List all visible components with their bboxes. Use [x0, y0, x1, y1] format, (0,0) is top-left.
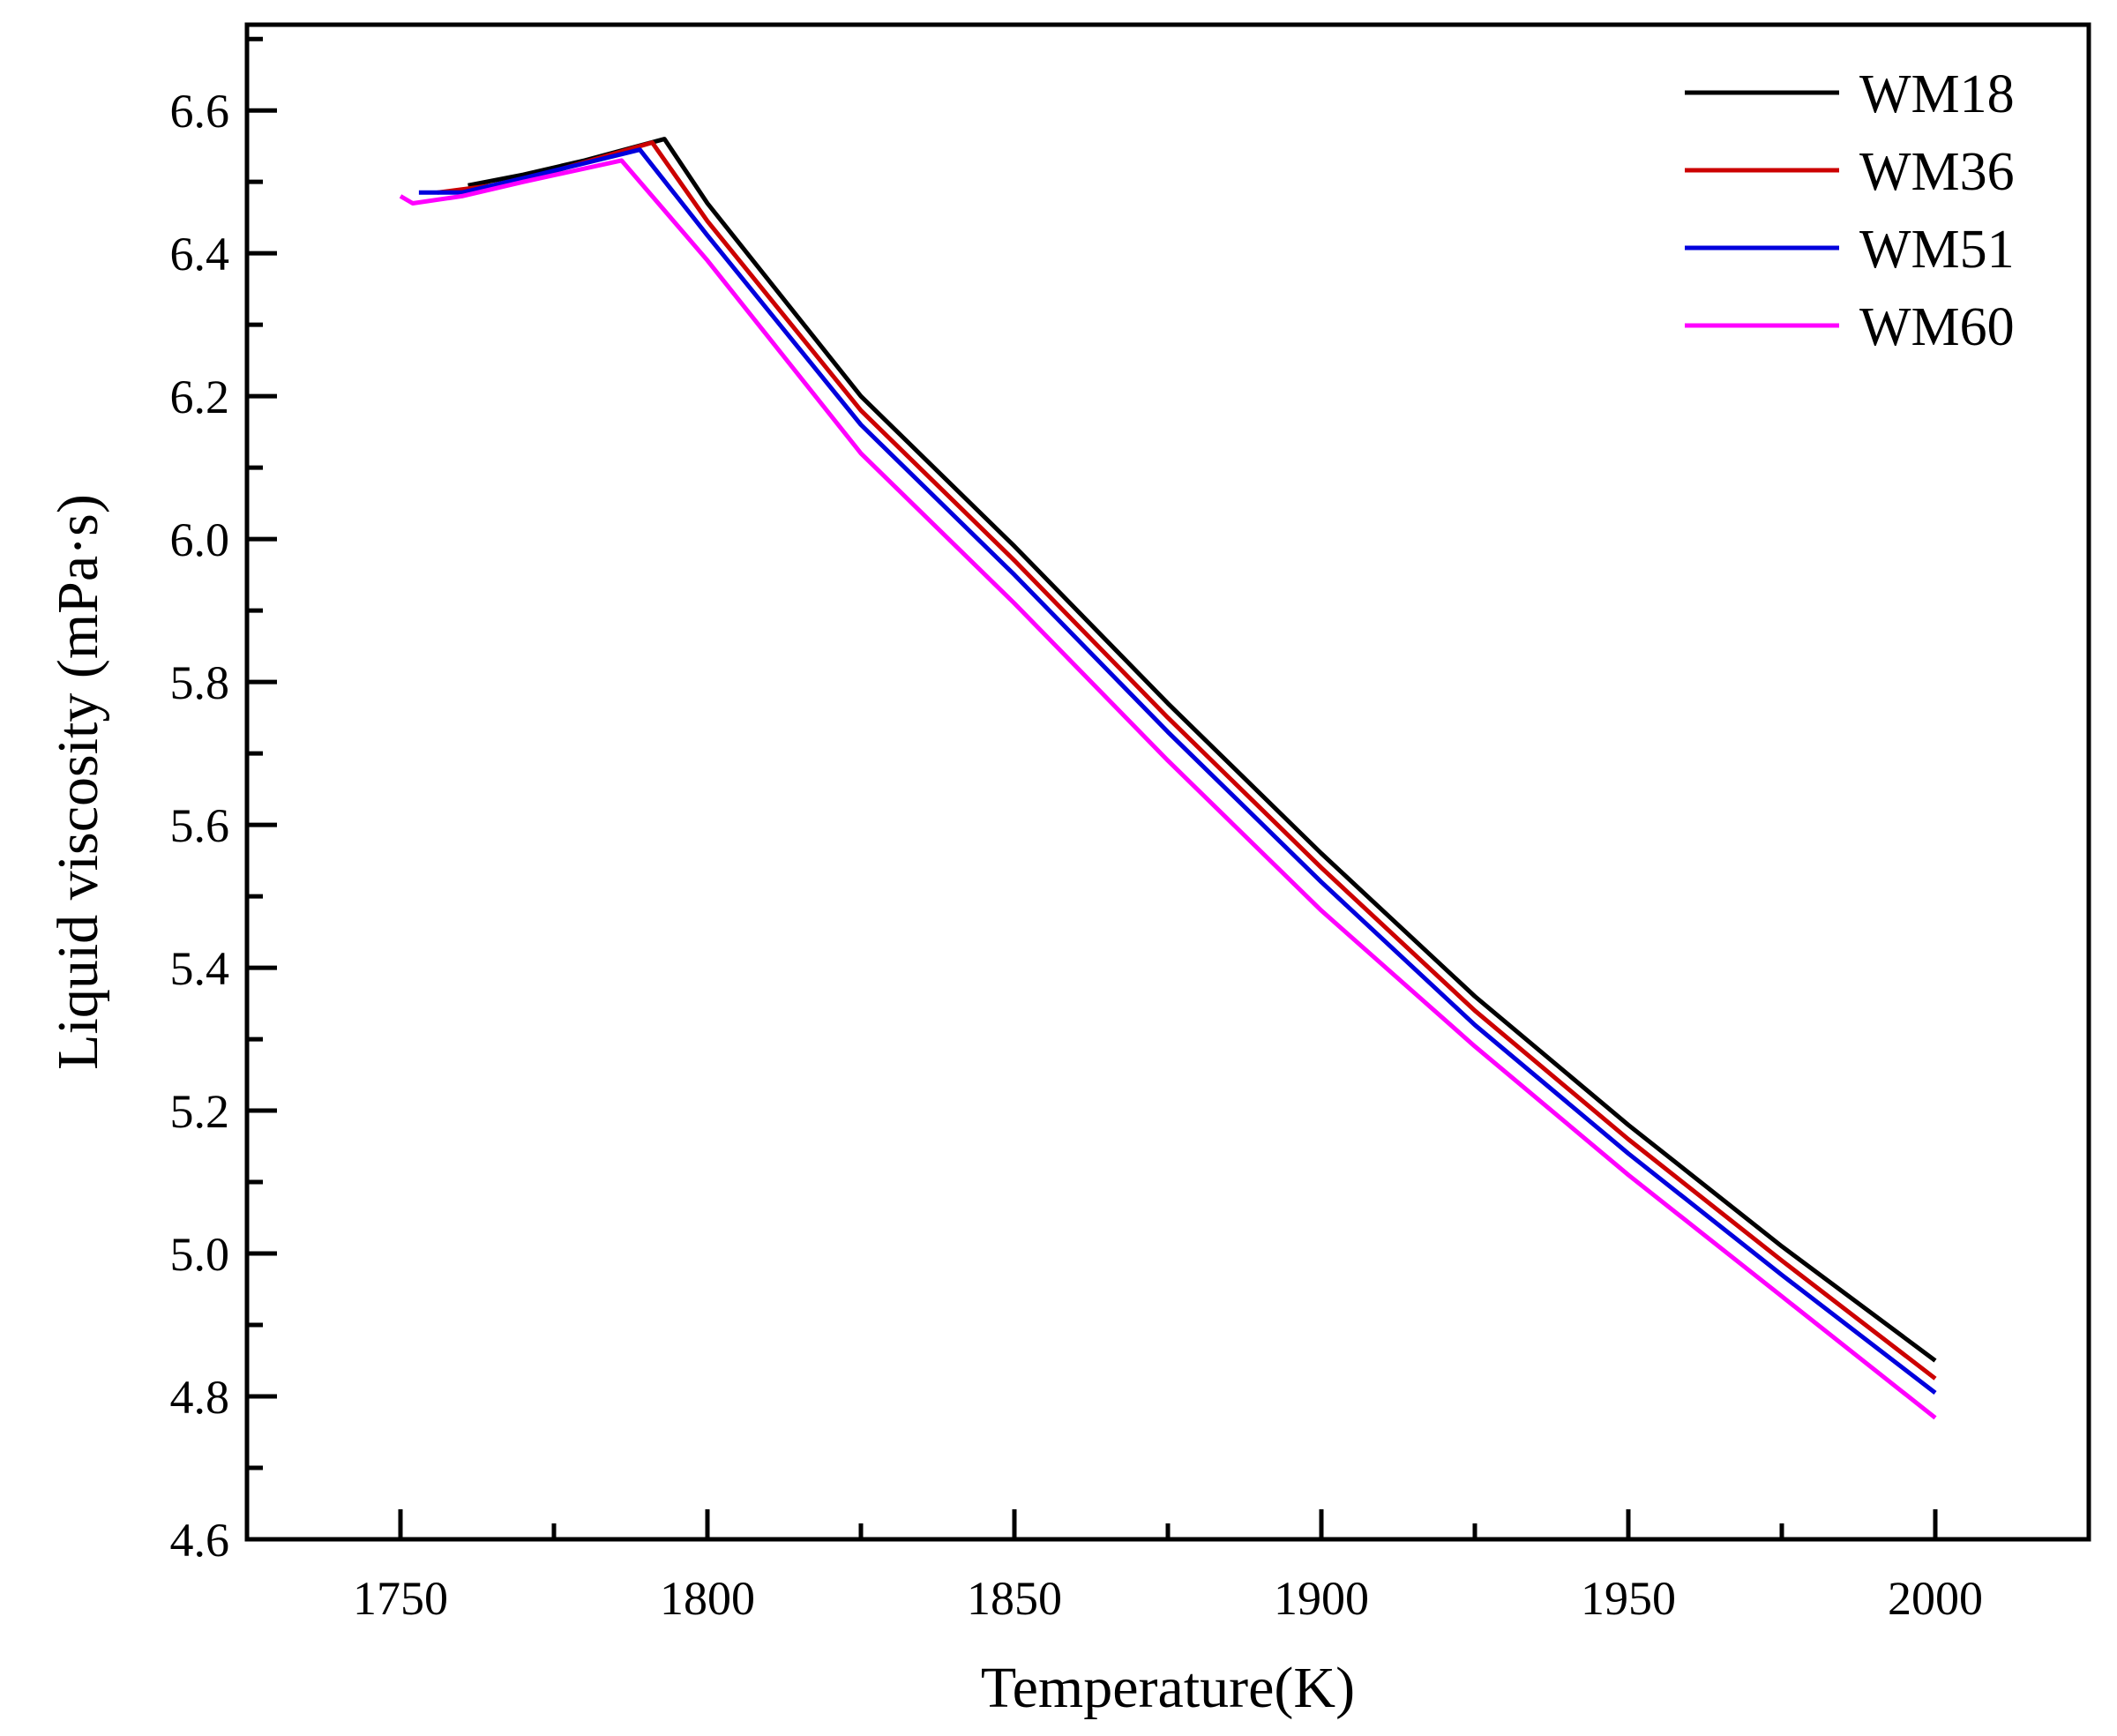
y-tick-label: 5.0	[170, 1228, 230, 1281]
y-tick-label: 5.8	[170, 656, 230, 709]
series-line-wm51	[418, 147, 1937, 1395]
y-tick-label: 6.4	[170, 228, 230, 281]
x-tick-label: 2000	[1888, 1572, 1983, 1625]
y-tick-label: 6.6	[170, 85, 230, 138]
x-axis-title: Temperature(K)	[981, 1656, 1355, 1720]
x-tick-label: 1900	[1274, 1572, 1369, 1625]
legend: WM18 WM36 WM51 WM60	[1685, 64, 2015, 357]
plot-lines	[399, 137, 1937, 1420]
y-tick-label: 4.8	[170, 1371, 230, 1424]
legend-label: WM36	[1859, 142, 2015, 202]
y-axis-title: Liquid viscosity (mPa·s)	[46, 494, 110, 1070]
y-tick-label: 5.4	[170, 942, 230, 995]
x-tick-label: 1950	[1581, 1572, 1676, 1625]
x-tick-label: 1750	[353, 1572, 448, 1625]
y-tick-label: 4.6	[170, 1514, 230, 1567]
y-tick-label: 6.2	[170, 370, 230, 423]
y-tick-label: 6.0	[170, 513, 230, 566]
series-line-wm60	[399, 158, 1937, 1420]
legend-label: WM51	[1859, 220, 2015, 280]
x-tick-label: 1800	[660, 1572, 755, 1625]
legend-label: WM60	[1859, 297, 2015, 357]
x-tick-label: 1850	[967, 1572, 1062, 1625]
plot-frame	[244, 22, 2091, 1542]
legend-label: WM18	[1859, 64, 2015, 124]
series-line-wm36	[437, 140, 1937, 1381]
x-axis-ticks: 1750 1800 1850 1900 1950 2000	[353, 1509, 1983, 1625]
y-tick-label: 5.6	[170, 799, 230, 852]
y-axis-ticks: 4.6 4.8 5.0 5.2 5.4 5.6 5.8 6.0 6.2 6.4 6.6	[170, 36, 277, 1567]
y-tick-label: 5.2	[170, 1085, 230, 1138]
